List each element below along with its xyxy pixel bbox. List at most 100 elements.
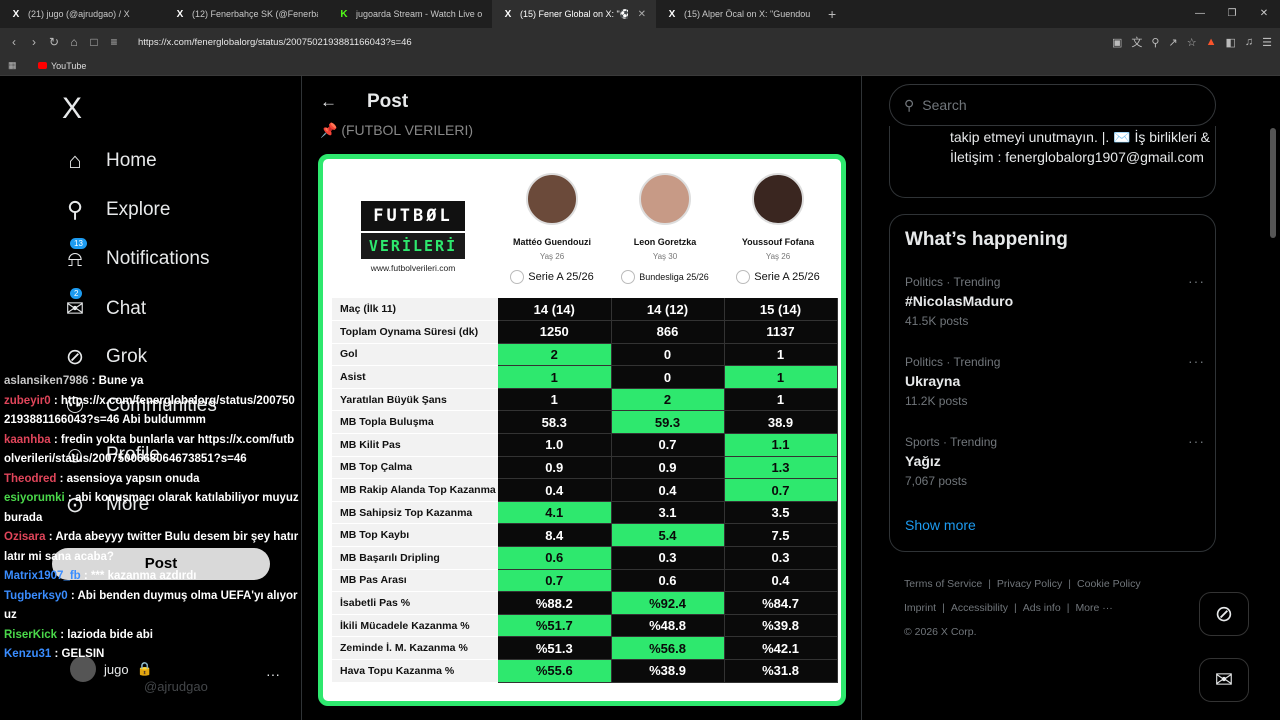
trend-more-icon[interactable]: ··· [1188, 273, 1205, 289]
home-browser-icon[interactable]: ⌂ [70, 35, 78, 49]
footer-link[interactable]: More ··· [1075, 602, 1113, 614]
nav-item-notifications[interactable]: ⍾ 13 Notifications [62, 238, 210, 272]
stats-table: Maç (İlk 11) 14 (14) 14 (12) 15 (14) Toplam … [332, 298, 838, 683]
url-input[interactable]: https://x.com/fenerglobalorg/status/2007… [138, 36, 412, 48]
chat-username: Ozisara [4, 531, 46, 543]
nav-item-profile[interactable]: ☺ Profile [62, 442, 160, 468]
site-info-icon[interactable]: ≡ [110, 35, 118, 49]
apps-grid-icon[interactable]: ▦ [8, 60, 17, 70]
nav-item-explore[interactable]: ⚲ Explore [62, 197, 170, 223]
cast-icon[interactable]: ▣ [1112, 36, 1123, 49]
footer-link[interactable]: Privacy Policy [996, 578, 1063, 590]
post-button[interactable]: Post [52, 548, 270, 580]
menu-icon[interactable]: ☰ [1262, 36, 1272, 49]
brave-shield-icon[interactable]: ▲ [1205, 36, 1217, 48]
back-icon[interactable]: ‹ [12, 35, 16, 49]
stat-label: MB Rakip Alanda Top Kazanma [332, 478, 498, 502]
account-handle: @ajrudgao [144, 679, 208, 694]
close-window-button[interactable]: ✕ [1259, 8, 1269, 19]
bookmark-youtube[interactable]: YouTube [38, 61, 86, 71]
home-icon: ⌂ [68, 148, 82, 173]
nav-item-chat[interactable]: ✉ 2 Chat [62, 288, 146, 322]
maximize-button[interactable]: ❐ [1227, 8, 1237, 19]
nav-label: Profile [106, 444, 160, 465]
browser-tab[interactable]: X (15) Alper Öcal on X: "Guendouzi top [656, 0, 820, 28]
stats-image-card[interactable]: FUTBØL VERİLERİ www.futbolverileri.com M… [318, 154, 846, 706]
nav-item-more[interactable]: ⊙ More [62, 492, 150, 518]
bookmark-icon[interactable]: □ [90, 35, 98, 49]
nav-label: Home [106, 150, 157, 171]
forward-icon[interactable]: › [32, 35, 36, 49]
browser-tab[interactable]: X (15) Fener Global on X: "⚽ KAR ✕ [492, 0, 656, 28]
grok-icon: ⊘ [1214, 601, 1234, 626]
footer-link[interactable]: Imprint [904, 602, 937, 614]
chat-username: RiserKick [4, 628, 58, 641]
trend-more-icon[interactable]: ··· [1188, 433, 1205, 449]
player-photo [639, 173, 691, 225]
scrollbar[interactable] [1270, 128, 1276, 238]
browser-tab[interactable]: X (21) jugo (@ajrudgao) / X [0, 0, 164, 28]
stat-value: 14 (12) [611, 298, 725, 322]
main-column: ← Post 📌 (FUTBOL VERILERI) FUTBØL VERİLE… [302, 76, 861, 720]
trend-item[interactable]: Sports · Trending Yağız 7,067 posts ··· [905, 433, 1205, 488]
stat-label: İsabetli Pas % [332, 591, 498, 615]
footer-link[interactable]: Cookie Policy [1077, 578, 1141, 590]
stat-value: 2 [611, 388, 725, 412]
chat-username: esiyorumki [4, 492, 65, 504]
close-tab-icon[interactable]: ✕ [637, 8, 646, 20]
copyright: © 2026 X Corp. [904, 626, 977, 638]
x-logo[interactable]: X [62, 92, 83, 125]
footer-link[interactable]: Accessibility [950, 602, 1009, 614]
trend-item[interactable]: Politics · Trending Ukrayna 11.2K posts ··· [905, 353, 1205, 408]
people-icon: ⚇ [65, 393, 85, 418]
nav-item-home[interactable]: ⌂ Home [62, 148, 157, 174]
browser-tab[interactable]: X (12) Fenerbahçe SK (@Fenerbahce) / [164, 0, 328, 28]
messages-fab-button[interactable]: ✉ [1199, 658, 1249, 702]
account-more-icon[interactable]: ··· [266, 666, 280, 682]
trend-more-icon[interactable]: ··· [1188, 353, 1205, 369]
chat-text: Arda abeyyy twitter Bulu desem bir şey h… [4, 531, 299, 563]
minimize-button[interactable]: — [1195, 8, 1205, 19]
chat-text: Abi benden duymuş olma UEFA'yı alıyoruz [4, 589, 298, 622]
stat-value: 0.4 [724, 569, 838, 593]
reload-icon[interactable]: ↻ [48, 35, 60, 49]
club-badge-icon [736, 270, 751, 284]
trend-category: Politics · Trending [905, 275, 1001, 289]
stat-value: 15 (14) [724, 298, 838, 322]
stat-label: Gol [332, 343, 498, 367]
account-switcher[interactable]: jugo 🔒 [70, 656, 153, 682]
grok-fab-button[interactable]: ⊘ [1199, 592, 1249, 636]
show-more-link[interactable]: Show more [905, 517, 976, 533]
stat-label: MB Topla Buluşma [332, 410, 498, 435]
stat-label: Zeminde İ. M. Kazanma % [332, 636, 498, 660]
stat-value: 0.7 [498, 569, 612, 593]
chat-text: fredin yokta bunlarla var https://x.com/… [4, 433, 295, 466]
nav-item-communities[interactable]: ⚇ Communities [62, 393, 217, 419]
footer-link[interactable]: Ads info [1022, 602, 1061, 614]
stat-label: MB Pas Arası [332, 569, 498, 593]
futbol-verileri-logo: FUTBØL VERİLERİ www.futbolverileri.com [361, 201, 465, 273]
trend-item[interactable]: Politics · Trending #NicolasMaduro 41.5K p… [905, 273, 1205, 328]
new-tab-button[interactable]: + [828, 6, 837, 22]
player-age: Yaş 26 [539, 252, 565, 261]
search-input[interactable]: ⚲ Search [889, 84, 1216, 126]
chat-text: GELSIN [61, 648, 105, 660]
table-row: Yaratılan Büyük Şans 1 2 1 [332, 388, 838, 412]
stat-value: 0.6 [498, 546, 612, 570]
stat-value: 2 [498, 343, 612, 367]
chat-username: zubeyir0 [4, 394, 51, 407]
sidebar-toggle-icon[interactable]: ◧ [1225, 36, 1236, 49]
media-icon[interactable]: ♫ [1244, 36, 1254, 48]
back-arrow-icon[interactable]: ← [320, 92, 337, 111]
footer-link[interactable]: Terms of Service [904, 578, 983, 590]
zoom-icon[interactable]: ⚲ [1151, 36, 1160, 49]
trend-post-count: 41.5K posts [905, 314, 969, 328]
share-icon[interactable]: ↗ [1168, 36, 1178, 49]
translate-icon[interactable]: 文 [1131, 37, 1143, 49]
account-name: jugo [104, 661, 129, 677]
nav-item-grok[interactable]: ⊘ Grok [62, 344, 147, 370]
profile-bio-card: takip etmeyi unutmayın. |. ✉️ İş birlikl… [889, 126, 1216, 198]
star-icon[interactable]: ☆ [1186, 36, 1197, 49]
trend-name: Ukrayna [905, 373, 961, 389]
